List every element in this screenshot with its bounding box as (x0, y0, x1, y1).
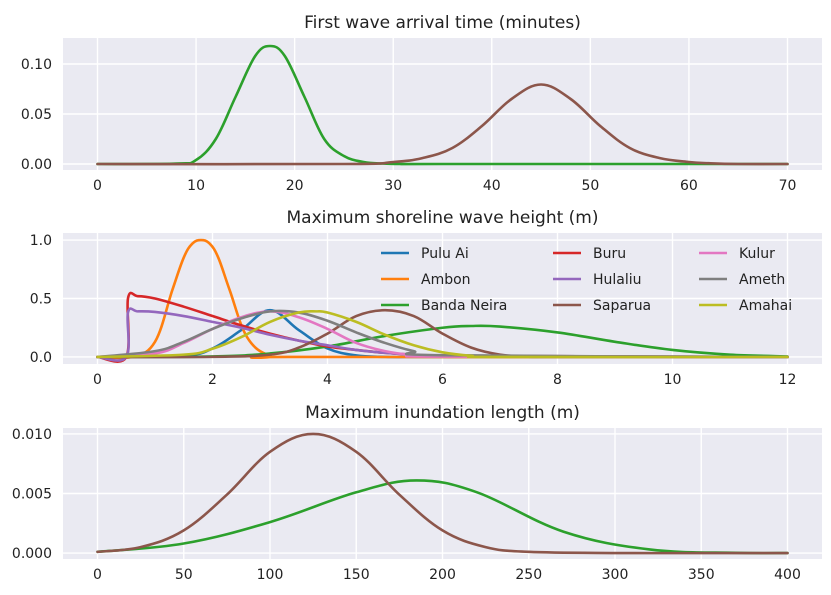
x-tick-label: 300 (602, 567, 629, 583)
legend-label: Kulur (739, 246, 775, 262)
x-tick-label: 10 (664, 372, 682, 388)
legend-label: Ameth (739, 272, 785, 288)
chart-title: Maximum shoreline wave height (m) (286, 208, 598, 228)
x-tick-label: 6 (438, 372, 447, 388)
y-tick-label: 0.10 (21, 57, 52, 73)
y-tick-label: 0.0 (30, 350, 52, 366)
x-tick-label: 20 (286, 178, 304, 194)
x-tick-label: 350 (688, 567, 715, 583)
x-tick-label: 50 (175, 567, 193, 583)
x-tick-label: 2 (208, 372, 217, 388)
legend-label: Saparua (593, 298, 651, 314)
y-tick-label: 0.00 (21, 157, 52, 173)
x-tick-label: 8 (553, 372, 562, 388)
y-tick-label: 0.5 (30, 292, 52, 308)
legend-label: Buru (593, 246, 626, 262)
legend-label: Hulaliu (593, 272, 642, 288)
y-tick-label: 0.005 (12, 487, 52, 503)
x-tick-label: 0 (93, 372, 102, 388)
series-line-ameth (96, 309, 789, 359)
series-line (96, 432, 789, 555)
chart-title: First wave arrival time (minutes) (304, 13, 581, 33)
legend: Pulu Ai Ambon Banda Neira Buru Hulaliu Saparu… (381, 246, 792, 314)
x-tick-label: 10 (187, 178, 205, 194)
plot-area (63, 38, 822, 170)
x-tick-label: 0 (93, 178, 102, 194)
x-tick-label: 4 (323, 372, 332, 388)
x-tick-label: 40 (483, 178, 501, 194)
y-tick-label: 0.05 (21, 107, 52, 123)
series-line-ambon (96, 238, 789, 360)
y-tick-label: 0.000 (12, 546, 52, 562)
chart-panel-1: 0 10 20 30 40 50 60 70 0.00 0.05 0.10 First wave ar… (21, 13, 822, 194)
x-tick-label: 250 (515, 567, 542, 583)
chart-panel-2: 0 2 4 6 8 10 12 0.0 0.5 1.0 Maximum shoreline wave… (30, 208, 822, 388)
series-line (96, 44, 789, 166)
x-tick-label: 12 (779, 372, 797, 388)
x-tick-label: 0 (93, 567, 102, 583)
x-tick-label: 150 (343, 567, 370, 583)
x-tick-label: 400 (774, 567, 801, 583)
legend-label: Banda Neira (421, 298, 507, 314)
chart-panel-3: 0 50 100 150 200 250 300 350 400 0.000 0.005 0.010 M… (12, 403, 822, 583)
legend-label: Pulu Ai (421, 246, 469, 262)
x-tick-label: 200 (429, 567, 456, 583)
x-tick-label: 30 (384, 178, 402, 194)
legend-label: Ambon (421, 272, 471, 288)
y-tick-label: 1.0 (30, 233, 52, 249)
x-tick-label: 100 (257, 567, 284, 583)
x-tick-label: 50 (581, 178, 599, 194)
x-tick-label: 70 (779, 178, 797, 194)
y-tick-label: 0.010 (12, 427, 52, 443)
x-tick-label: 60 (680, 178, 698, 194)
chart-title: Maximum inundation length (m) (305, 403, 580, 423)
series-line-amahai (96, 309, 789, 359)
series-line (96, 83, 789, 166)
legend-label: Amahai (739, 298, 792, 314)
